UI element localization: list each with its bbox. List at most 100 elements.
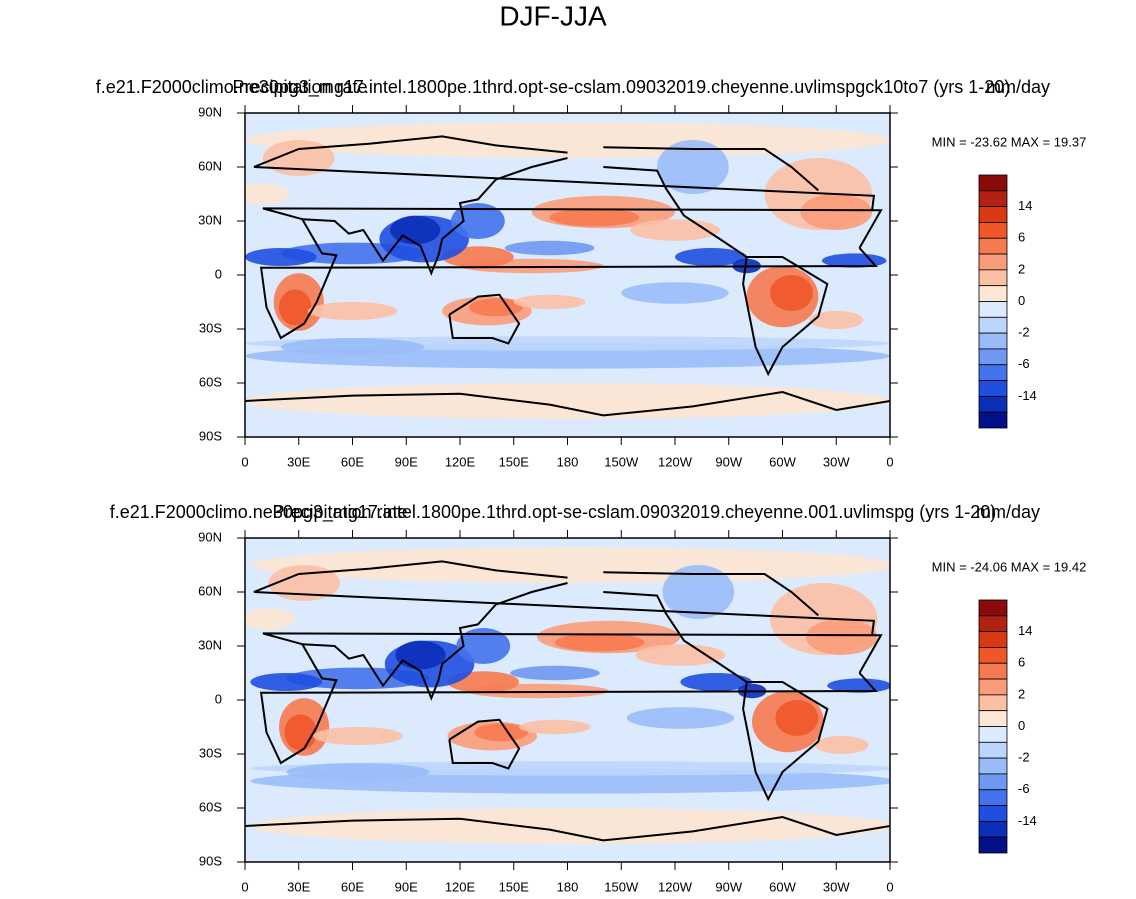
anomaly-region bbox=[519, 719, 591, 735]
coastline bbox=[603, 571, 819, 617]
anomaly-region bbox=[800, 194, 873, 230]
anomaly-region bbox=[775, 700, 819, 736]
colorbar-label: 2 bbox=[1018, 686, 1025, 701]
lat-label: 90S bbox=[199, 428, 222, 443]
anomaly-region bbox=[504, 240, 595, 256]
colorbar-label: 0 bbox=[1018, 718, 1025, 733]
anomaly-region bbox=[245, 608, 296, 630]
anomaly-region bbox=[284, 714, 317, 751]
coastline bbox=[253, 135, 876, 211]
colorbar-box bbox=[978, 253, 1008, 271]
anomaly-region bbox=[250, 673, 323, 691]
lat-label: 30N bbox=[198, 637, 222, 652]
coastline bbox=[302, 157, 568, 276]
anomaly-region bbox=[262, 140, 335, 176]
lat-label: 0 bbox=[215, 691, 222, 706]
panel-center-title: Precipitation rate bbox=[232, 77, 367, 97]
map-field bbox=[245, 113, 890, 437]
lon-label: 0 bbox=[241, 454, 248, 469]
lat-label: 90N bbox=[198, 104, 222, 119]
coastline bbox=[253, 560, 876, 636]
anomaly-region bbox=[279, 289, 312, 326]
colorbar-box bbox=[978, 174, 1008, 192]
anomaly-region bbox=[510, 665, 600, 681]
lat-label: 60S bbox=[199, 374, 222, 389]
lat-label: 30S bbox=[199, 320, 222, 335]
colorbar-box bbox=[978, 395, 1008, 413]
anomaly-region bbox=[456, 628, 511, 664]
min-max: MIN = -24.06 MAX = 19.42 bbox=[932, 559, 1087, 574]
lat-label: 0 bbox=[215, 266, 222, 281]
colorbar-box bbox=[978, 285, 1008, 302]
figure-title: DJF-JJA bbox=[499, 0, 607, 31]
anomaly-region bbox=[621, 282, 729, 304]
colorbar-label: 6 bbox=[1018, 655, 1025, 670]
coastline bbox=[245, 815, 890, 842]
coastline bbox=[448, 718, 521, 770]
panel-left-title: f.e21.F2000climo.ne30pg3_mg17.intel.1800… bbox=[110, 502, 997, 523]
lon-label: 90W bbox=[715, 879, 742, 894]
anomaly-region bbox=[657, 140, 729, 194]
anomaly-region bbox=[635, 644, 726, 666]
lon-label: 30E bbox=[287, 879, 310, 894]
colorbar-box bbox=[978, 348, 1008, 366]
lon-label: 120E bbox=[445, 879, 476, 894]
colorbar-box bbox=[978, 631, 1008, 648]
colorbar-box bbox=[978, 206, 1008, 223]
anomaly-region bbox=[769, 275, 813, 311]
lon-label: 150E bbox=[499, 879, 530, 894]
colorbar-box bbox=[978, 726, 1008, 743]
colorbar-label: 6 bbox=[1018, 230, 1025, 245]
map-panel: f.e21.F2000climo.ne30pg3_mg17.intel.1800… bbox=[110, 502, 1087, 895]
lon-label: 60E bbox=[341, 454, 364, 469]
lat-label: 60S bbox=[199, 799, 222, 814]
coastline bbox=[259, 632, 883, 765]
colorbar-box bbox=[978, 599, 1008, 617]
anomaly-region bbox=[513, 294, 586, 310]
lon-label: 120W bbox=[658, 454, 693, 469]
map-field bbox=[245, 538, 890, 862]
lon-label: 30E bbox=[287, 454, 310, 469]
lon-label: 30W bbox=[823, 454, 850, 469]
anomaly-region bbox=[245, 248, 317, 266]
colorbar-box bbox=[978, 710, 1008, 727]
min-max: MIN = -23.62 MAX = 19.37 bbox=[932, 134, 1087, 149]
anomaly-region bbox=[662, 565, 735, 619]
colorbar-box bbox=[978, 411, 1008, 429]
anomaly-region bbox=[805, 619, 878, 655]
colorbar-box bbox=[978, 662, 1008, 680]
coastline bbox=[603, 591, 748, 683]
lon-label: 180 bbox=[557, 454, 579, 469]
colorbar-box bbox=[978, 789, 1008, 806]
lon-label: 150E bbox=[499, 454, 530, 469]
colorbar-box bbox=[978, 316, 1008, 334]
colorbar-label: -6 bbox=[1018, 781, 1030, 796]
colorbar-box bbox=[978, 364, 1008, 381]
anomaly-region bbox=[809, 311, 864, 329]
lon-label: 150W bbox=[604, 454, 639, 469]
lat-label: 90S bbox=[199, 853, 222, 868]
coastline bbox=[259, 207, 883, 340]
panel-left-title: f.e21.F2000climo.ne30pg3_mg17.intel.1800… bbox=[96, 77, 1011, 98]
colorbar-box bbox=[978, 269, 1008, 287]
anomaly-region bbox=[313, 727, 403, 745]
colorbar-box bbox=[978, 647, 1008, 664]
lon-label: 60W bbox=[769, 454, 796, 469]
colorbar-label: 14 bbox=[1018, 198, 1032, 213]
lat-label: 90N bbox=[198, 529, 222, 544]
colorbar-box bbox=[978, 836, 1008, 854]
lon-label: 120W bbox=[658, 879, 693, 894]
anomaly-region bbox=[675, 248, 747, 266]
map-panel: f.e21.F2000climo.ne30pg3_mg17.intel.1800… bbox=[96, 77, 1087, 470]
colorbar-box bbox=[978, 301, 1008, 318]
colorbar-box bbox=[978, 222, 1008, 239]
lon-label: 0 bbox=[886, 454, 893, 469]
anomaly-region bbox=[250, 808, 890, 844]
colorbar-label: -2 bbox=[1018, 750, 1030, 765]
anomaly-region bbox=[549, 208, 640, 227]
colorbar-box bbox=[978, 332, 1008, 350]
lon-label: 30W bbox=[823, 879, 850, 894]
colorbar-label: -14 bbox=[1018, 813, 1037, 828]
